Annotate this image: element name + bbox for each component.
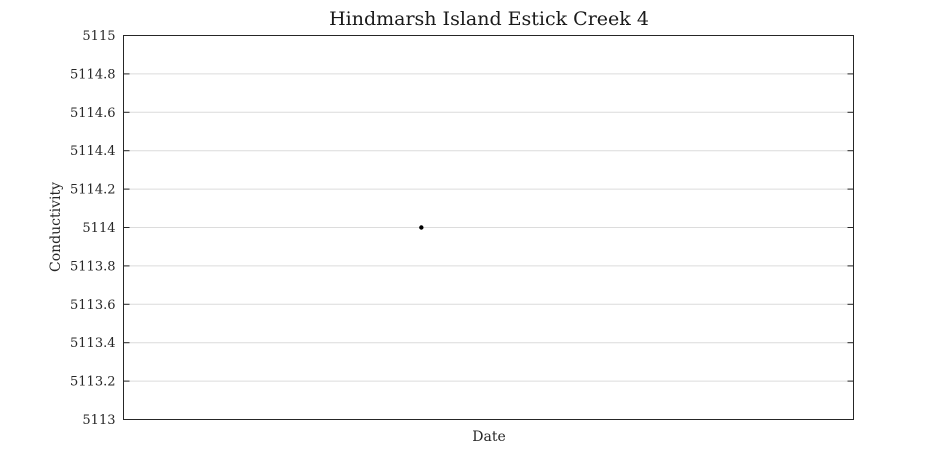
y-tick-label: 5115 bbox=[82, 29, 115, 44]
y-tick-label: 5113.8 bbox=[70, 259, 116, 274]
y-axis-label: Conductivity bbox=[48, 182, 64, 272]
data-points bbox=[419, 225, 424, 230]
y-tick-label: 5113.2 bbox=[70, 375, 116, 390]
y-tick-label: 5114 bbox=[82, 221, 115, 236]
y-tick-label: 5114.2 bbox=[70, 183, 116, 198]
y-ticks: 5113 5113.2 5113.4 5113.6 5113.8 5114 5114.2 51… bbox=[70, 29, 854, 428]
chart-title: Hindmarsh Island Estick Creek 4 bbox=[329, 8, 649, 30]
y-tick-label: 5114.6 bbox=[70, 106, 116, 121]
x-axis-label: Date bbox=[472, 429, 505, 445]
y-tick-label: 5113 bbox=[82, 413, 115, 428]
y-tick-label: 5113.4 bbox=[70, 336, 116, 351]
grid-lines bbox=[123, 73, 854, 382]
y-tick-label: 5113.6 bbox=[70, 298, 116, 313]
y-tick-label: 5114.8 bbox=[70, 67, 116, 82]
y-tick-label: 5114.4 bbox=[70, 144, 116, 159]
plot-area bbox=[123, 35, 854, 420]
data-point bbox=[419, 225, 424, 230]
